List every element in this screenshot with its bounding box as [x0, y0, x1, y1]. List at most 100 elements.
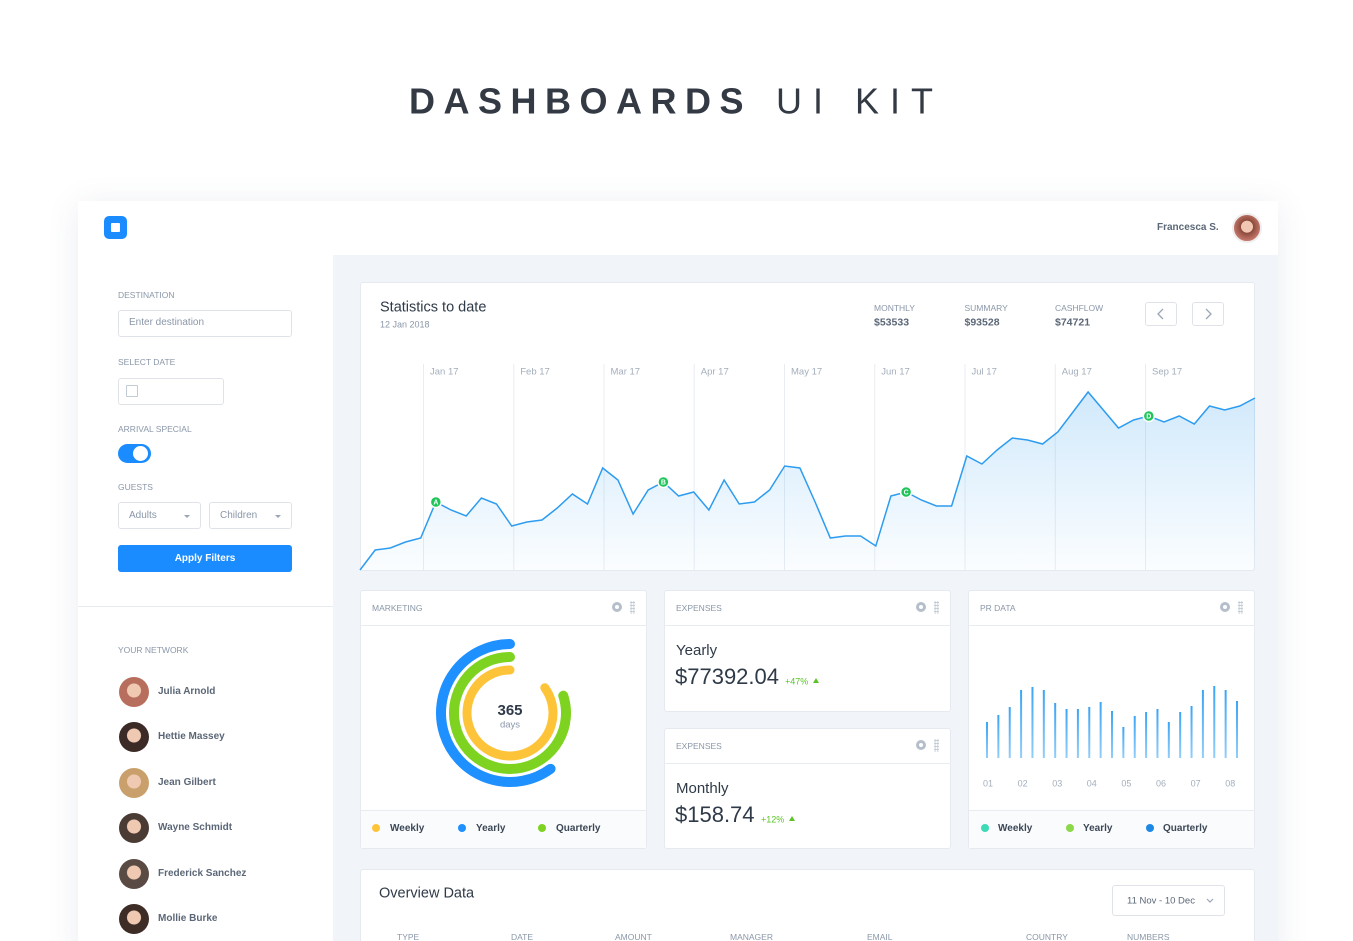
- network-avatar[interactable]: [119, 722, 149, 753]
- card-separator: [968, 625, 1255, 626]
- x-tick-label: Apr 17: [700, 366, 729, 378]
- x-tick-label: 01: [983, 778, 994, 789]
- card-title: PR DATA: [980, 602, 1016, 613]
- line: [359, 390, 1256, 571]
- bar: [1156, 709, 1159, 758]
- annotation-marker: [657, 475, 670, 489]
- x-tick-label: 05: [1121, 778, 1132, 789]
- children-select[interactable]: [209, 502, 292, 529]
- drag-handle[interactable]: [1238, 601, 1243, 614]
- field-label: SELECT DATE: [118, 356, 176, 367]
- expense-amount: $77392.04: [675, 663, 779, 689]
- bar: [1167, 722, 1170, 758]
- legend-label: Quarterly: [1163, 823, 1208, 834]
- donut-arc: [436, 639, 556, 787]
- annotation-label: B: [661, 480, 666, 487]
- bar: [1122, 727, 1125, 758]
- settings-icon[interactable]: [916, 602, 926, 612]
- x-tick-label: 04: [1086, 778, 1097, 789]
- card-title: MARKETING: [372, 602, 423, 613]
- network-name: Frederick Sanchez: [158, 867, 247, 879]
- destination-input[interactable]: [118, 310, 292, 337]
- stat-value: $53533: [874, 316, 910, 329]
- bar: [1201, 690, 1204, 758]
- up-triangle: [813, 678, 819, 683]
- column-header: MANAGER: [730, 931, 773, 941]
- column-header: TYPE: [397, 931, 420, 941]
- bar: [1054, 703, 1057, 758]
- column-header: EMAIL: [867, 931, 893, 941]
- select-caret: [275, 515, 281, 518]
- card-footer: [969, 810, 1254, 848]
- settings-icon[interactable]: [1220, 602, 1230, 612]
- prev-button[interactable]: [1145, 302, 1177, 326]
- card-title: EXPENSES: [676, 602, 722, 613]
- bar: [1224, 690, 1227, 758]
- card-title: Overview Data: [379, 885, 475, 902]
- card-separator: [664, 625, 951, 626]
- expense-change: +12%: [761, 814, 785, 825]
- drag-handle[interactable]: [934, 739, 939, 752]
- expense-change: +47%: [785, 676, 809, 687]
- bar: [1236, 701, 1238, 758]
- drag-handle[interactable]: [934, 601, 939, 614]
- field-label: DESTINATION: [118, 289, 175, 300]
- network-avatar[interactable]: [119, 767, 149, 798]
- bar: [1190, 706, 1193, 758]
- legend-dot: [458, 824, 466, 832]
- donut-arc: [449, 652, 571, 774]
- bar: [1145, 712, 1148, 758]
- legend-dot: [538, 824, 546, 832]
- legend-label: Yearly: [1083, 823, 1113, 834]
- annotation-marker: [429, 495, 443, 509]
- annotation-label: C: [904, 490, 909, 497]
- bar: [1031, 687, 1034, 758]
- stat-label: CASHFLOW: [1055, 302, 1104, 313]
- toggle-knob: [133, 446, 148, 461]
- field-label: ARRIVAL SPECIAL: [118, 423, 192, 434]
- x-tick-label: 03: [1052, 778, 1063, 789]
- bar: [1179, 712, 1182, 758]
- apply-button[interactable]: [118, 545, 292, 572]
- expenses-yearly-card: [664, 590, 951, 712]
- network-avatar[interactable]: [119, 858, 149, 889]
- network-avatar[interactable]: [119, 813, 149, 844]
- annotation-marker: [1142, 409, 1156, 423]
- column-header: AMOUNT: [615, 931, 652, 941]
- settings-icon[interactable]: [916, 740, 926, 750]
- settings-icon[interactable]: [612, 602, 622, 612]
- annotation-marker: [899, 485, 913, 499]
- stat-value: $74721: [1055, 316, 1091, 329]
- donut-center-label: days: [499, 719, 521, 731]
- network-avatar[interactable]: [119, 677, 149, 707]
- drag-handle[interactable]: [630, 601, 635, 614]
- x-tick-label: May 17: [791, 366, 823, 378]
- stat-label: SUMMARY: [964, 302, 1008, 313]
- input-placeholder: Enter destination: [129, 317, 205, 328]
- section-title: YOUR NETWORK: [118, 644, 189, 655]
- line-area: [360, 392, 1255, 570]
- legend-label: Weekly: [390, 823, 425, 834]
- network-avatar[interactable]: [119, 904, 149, 934]
- next-button[interactable]: [1192, 302, 1224, 326]
- stat-value: $93528: [964, 316, 1000, 329]
- x-tick-label: Jun 17: [881, 366, 910, 378]
- marketing-card: [360, 590, 647, 849]
- date-input[interactable]: [118, 378, 224, 405]
- x-tick-label: Mar 17: [610, 366, 641, 378]
- adults-select[interactable]: [118, 502, 201, 529]
- x-tick-label: 02: [1017, 778, 1028, 789]
- date-range-dropdown[interactable]: [1112, 885, 1225, 916]
- column-header: COUNTRY: [1026, 931, 1068, 941]
- network-name: Mollie Burke: [158, 913, 218, 924]
- chevron: [1157, 308, 1164, 320]
- donut-center-value: 365: [497, 702, 523, 719]
- card-title: EXPENSES: [676, 740, 722, 751]
- bar: [1088, 707, 1091, 758]
- legend-dot: [1146, 824, 1154, 832]
- user-avatar[interactable]: [1232, 213, 1262, 243]
- overview-card: [360, 869, 1255, 941]
- up-triangle: [789, 816, 795, 821]
